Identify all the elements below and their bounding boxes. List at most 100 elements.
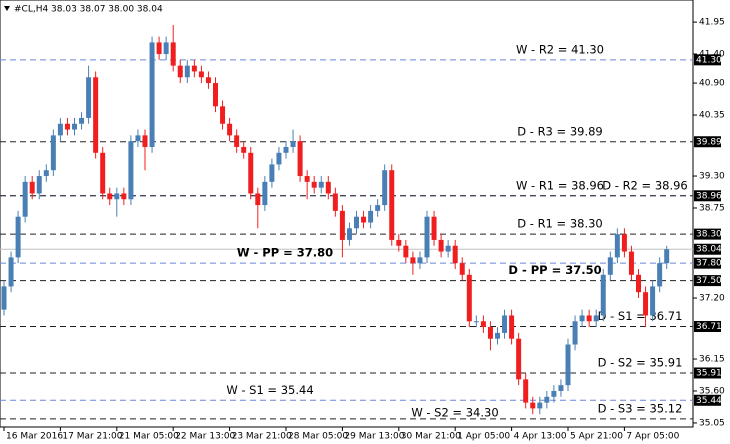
candle-body (198, 71, 204, 78)
candle-body (509, 315, 515, 339)
x-tick-label: 16 Mar 2016 (6, 432, 63, 442)
candle-body (304, 176, 310, 182)
candle-body (593, 315, 599, 322)
axis-price-label: 36.71 (696, 322, 722, 332)
level-label: D - S2 = 35.91 (598, 355, 683, 369)
candle-body (368, 210, 374, 223)
y-tick-label: 37.20 (699, 294, 725, 304)
candle-body (643, 292, 649, 316)
candle-body (650, 286, 656, 316)
candle-body (163, 42, 169, 55)
candle-body (424, 216, 430, 258)
candle-body (544, 396, 550, 403)
candle-body (600, 274, 606, 316)
candle-body (452, 245, 458, 264)
candle-body (339, 210, 345, 240)
candle-body (177, 65, 183, 78)
candle-body (516, 338, 522, 380)
y-tick-label: 38.75 (699, 203, 725, 213)
candle-body (530, 402, 536, 409)
x-tick-label: 23 Mar 21:00 (232, 432, 292, 442)
candle-body (156, 42, 162, 55)
candle-body (297, 141, 303, 177)
candle-body (128, 141, 134, 200)
axis-price-label: 37.80 (696, 259, 722, 269)
level-label: W - S1 = 35.44 (226, 383, 313, 397)
candle-body (149, 42, 155, 147)
candle-body (579, 315, 585, 322)
candle-body (318, 181, 324, 188)
candle-body (572, 321, 578, 345)
x-tick-label: 5 Apr 21:00 (570, 432, 623, 442)
candle-body (220, 106, 226, 124)
candle-body (57, 123, 63, 136)
candle-body (607, 257, 613, 275)
candle-body (523, 379, 529, 403)
candle-body (354, 216, 359, 229)
candle-body (43, 170, 49, 177)
candle-body (621, 234, 627, 252)
level-label: D - R2 = 38.96 (602, 178, 688, 192)
y-tick-label: 40.90 (699, 79, 725, 89)
candle-body (227, 123, 233, 136)
axis-price-box (694, 190, 721, 202)
candle-body (495, 332, 500, 339)
candle-body (234, 135, 240, 147)
candle-body (8, 257, 14, 287)
axis-price-label: 38.96 (696, 191, 722, 201)
candle-body (93, 77, 99, 153)
candle-body (36, 176, 42, 194)
y-tick-label: 40.35 (699, 111, 725, 121)
y-tick-label: 41.95 (699, 18, 725, 28)
level-label: D - S3 = 35.12 (598, 401, 683, 415)
last-price-label: 38.04 (696, 245, 722, 255)
x-tick-label: 4 Apr 13:00 (514, 432, 567, 442)
level-label: W - R1 = 38.96 (516, 178, 604, 192)
x-tick-label: 21 Mar 05:00 (119, 432, 179, 442)
candle-body (537, 402, 543, 409)
candle-body (466, 274, 472, 322)
y-tick-label: 39.30 (699, 172, 725, 182)
candle-body (255, 193, 261, 206)
candle-body (565, 344, 571, 386)
plot-frame (0, 0, 694, 428)
candle-body (487, 327, 493, 339)
axis-price-box (694, 228, 721, 240)
candle-body (311, 181, 317, 188)
candle-body (72, 123, 77, 130)
candle-body (389, 170, 395, 240)
y-tick-label: 35.05 (699, 418, 725, 428)
candle-body (205, 77, 211, 84)
candle-body (114, 193, 120, 200)
candle-body (657, 263, 663, 287)
candle-body (142, 135, 148, 147)
candle-body (184, 65, 190, 78)
candle-body (135, 135, 141, 142)
y-tick-label: 35.60 (699, 386, 725, 396)
candle-body (29, 181, 35, 194)
symbol-icon (4, 6, 10, 11)
x-tick-label: 28 Mar 05:00 (288, 432, 348, 442)
level-label: D - R1 = 38.30 (517, 217, 603, 231)
candle-body (50, 135, 56, 171)
axis-price-box (694, 257, 721, 269)
candle-body (445, 245, 451, 252)
candle-body (664, 249, 670, 264)
candle-body (438, 239, 444, 252)
axis-price-box (694, 320, 721, 332)
candle-body (410, 257, 416, 264)
candle-body (614, 234, 620, 258)
axis-price-label: 41.30 (696, 55, 722, 65)
candle-body (480, 321, 486, 328)
candle-body (22, 181, 28, 217)
candle-body (248, 152, 254, 194)
candle-body (417, 257, 423, 264)
axis-price-label: 39.89 (696, 137, 722, 147)
candle-body (332, 193, 338, 211)
candle-body (396, 239, 402, 246)
candle-body (459, 263, 465, 275)
axis-price-label: 38.30 (696, 230, 722, 240)
x-tick-label: 30 Mar 21:00 (401, 432, 461, 442)
candle-body (191, 65, 197, 72)
candle-body (290, 141, 296, 147)
